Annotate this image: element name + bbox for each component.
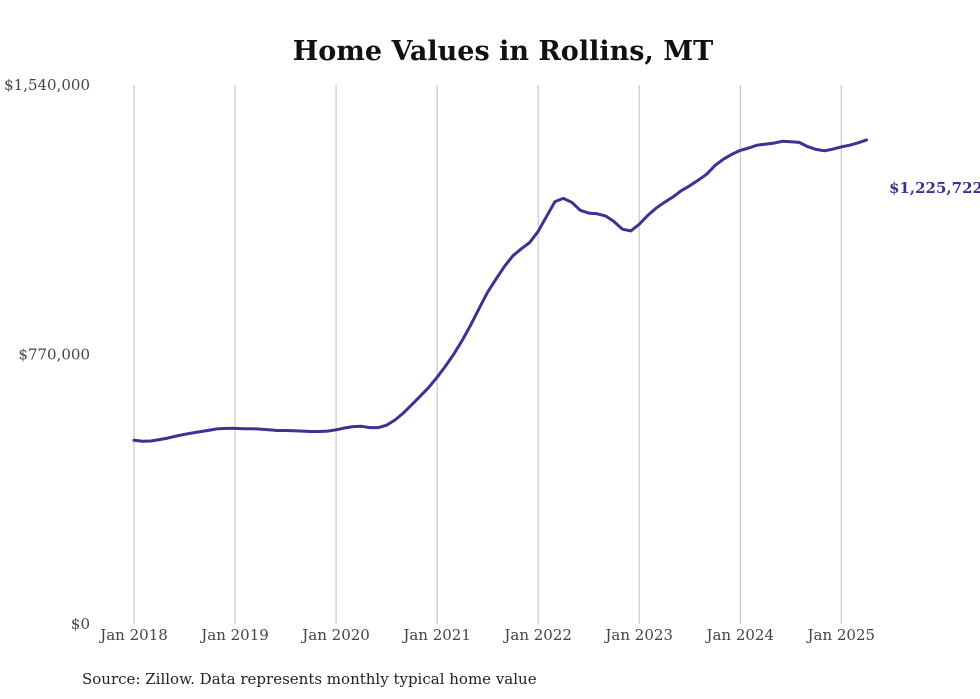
x-tick-label: Jan 2020 bbox=[300, 626, 370, 644]
source-note: Source: Zillow. Data represents monthly … bbox=[82, 670, 537, 688]
x-tick-label: Jan 2024 bbox=[704, 626, 774, 644]
y-tick-label: $770,000 bbox=[18, 346, 90, 364]
y-tick-label: $0 bbox=[71, 615, 90, 633]
x-gridlines bbox=[133, 85, 842, 624]
x-tick-label: Jan 2023 bbox=[603, 626, 673, 644]
end-value-label: $1,225,722 bbox=[889, 179, 980, 197]
x-tick-label: Jan 2018 bbox=[98, 626, 168, 644]
x-tick-label: Jan 2022 bbox=[502, 626, 572, 644]
x-tick-label: Jan 2019 bbox=[199, 626, 269, 644]
x-tick-label: Jan 2021 bbox=[401, 626, 471, 644]
chart-title: Home Values in Rollins, MT bbox=[293, 36, 713, 67]
x-axis-ticks: Jan 2018 Jan 2019 Jan 2020 Jan 2021 Jan 2022… bbox=[98, 626, 875, 644]
y-tick-label: $1,540,000 bbox=[4, 76, 90, 94]
series-line-home-value bbox=[132, 138, 868, 443]
y-axis-ticks: $0 $770,000 $1,540,000 bbox=[4, 76, 90, 633]
x-tick-label: Jan 2025 bbox=[805, 626, 875, 644]
